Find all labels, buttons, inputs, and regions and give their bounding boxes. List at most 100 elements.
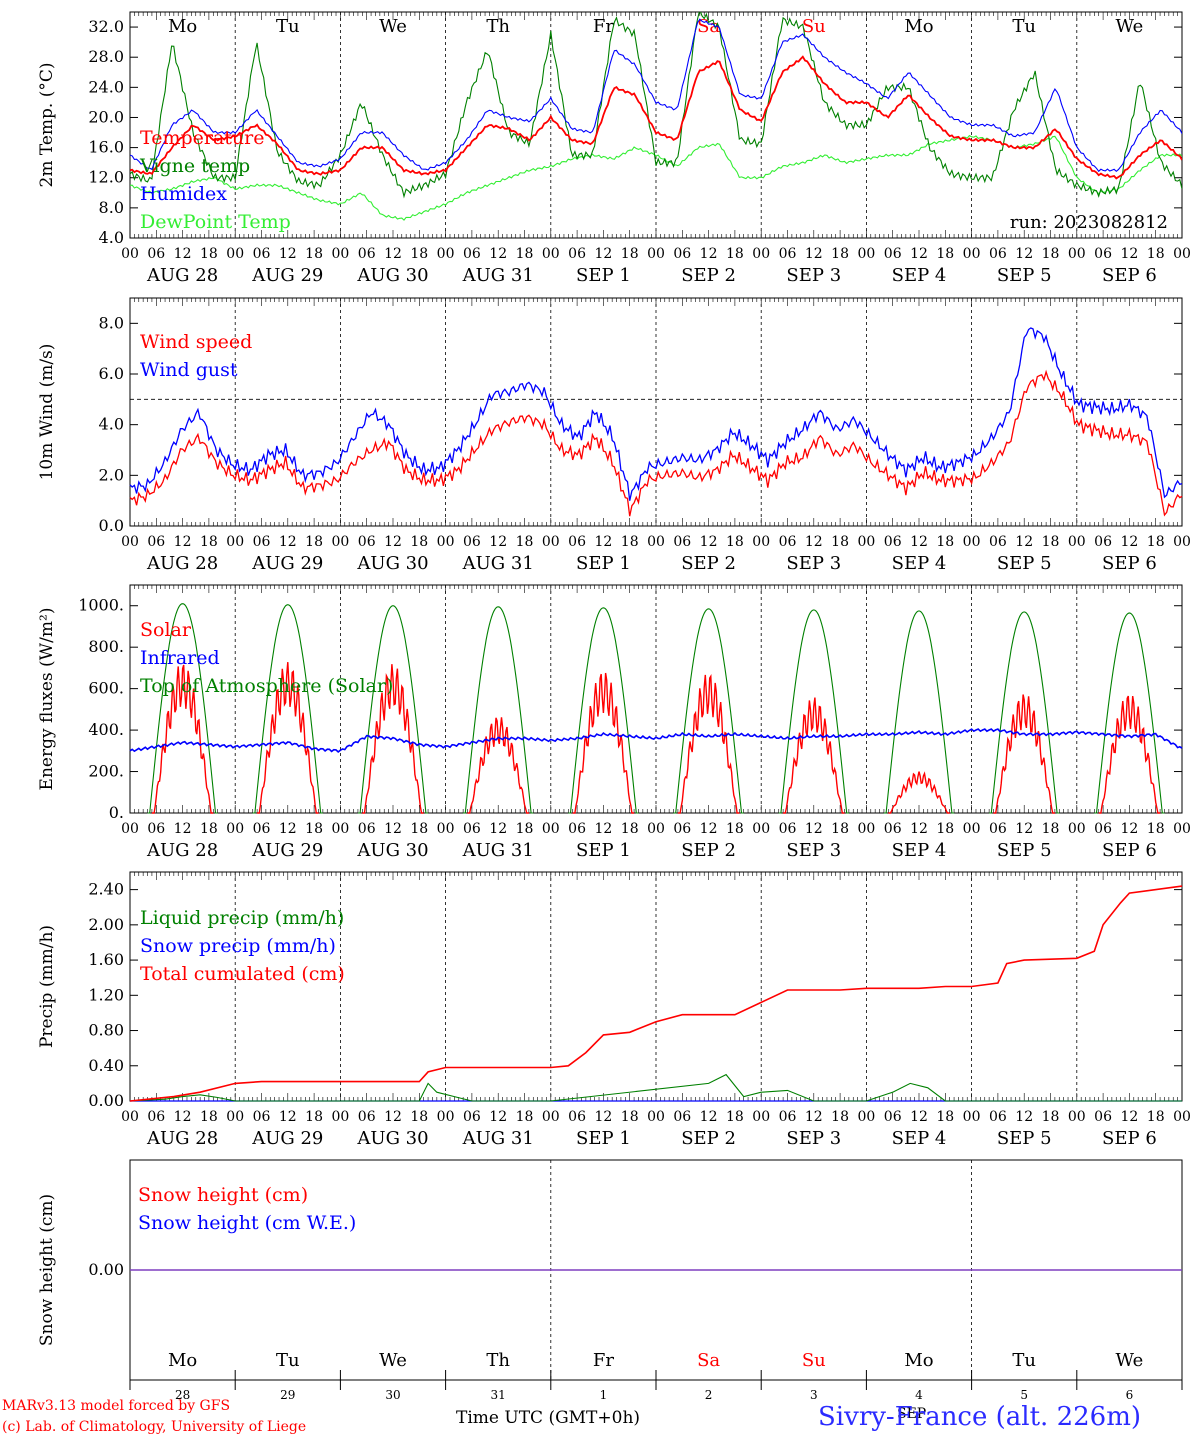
weekday-label: Su — [802, 1350, 826, 1371]
hour-tick-label: 00 — [121, 246, 139, 262]
weekday-label: Tu — [276, 16, 300, 37]
y-tick-label: 800. — [88, 637, 124, 656]
hour-tick-label: 18 — [621, 1109, 639, 1125]
hour-tick-label: 18 — [831, 821, 849, 837]
hour-tick-label: 06 — [147, 1109, 165, 1125]
y-axis-label: Energy fluxes (W/m²) — [37, 608, 57, 791]
hour-tick-label: 06 — [463, 246, 481, 262]
hour-tick-label: 00 — [1173, 821, 1191, 837]
hour-tick-label: 00 — [226, 1109, 244, 1125]
hour-tick-label: 12 — [1015, 821, 1033, 837]
hour-tick-label: 18 — [1147, 246, 1165, 262]
date-label: AUG 28 — [146, 553, 218, 574]
date-label: SEP 5 — [997, 553, 1052, 574]
series-solar-day — [993, 694, 1055, 814]
hour-tick-label: 06 — [568, 1109, 586, 1125]
hour-tick-label: 18 — [200, 1109, 218, 1125]
date-label: SEP 3 — [786, 840, 841, 861]
legend-snow-precip-mm-h: Snow precip (mm/h) — [140, 935, 336, 957]
hour-tick-label: 06 — [358, 246, 376, 262]
hour-tick-label: 00 — [542, 1109, 560, 1125]
series-solar-day — [362, 664, 424, 814]
hour-tick-label: 18 — [936, 821, 954, 837]
legend-vigne-temp: Vigne temp — [139, 155, 250, 177]
hour-tick-label: 00 — [226, 821, 244, 837]
legend-solar: Solar — [140, 619, 192, 641]
date-label: SEP 5 — [997, 840, 1052, 861]
weekday-label: Tu — [1012, 16, 1036, 37]
hour-tick-label: 18 — [1147, 534, 1165, 550]
hour-tick-label: 06 — [358, 534, 376, 550]
hour-tick-label: 06 — [253, 246, 271, 262]
hour-tick-label: 00 — [857, 1109, 875, 1125]
hour-tick-label: 06 — [1094, 1109, 1112, 1125]
hour-tick-label: 00 — [1173, 534, 1191, 550]
hour-tick-label: 12 — [489, 246, 507, 262]
hour-tick-label: 06 — [253, 1109, 271, 1125]
hour-tick-label: 12 — [384, 534, 402, 550]
hour-tick-label: 06 — [989, 246, 1007, 262]
hour-tick-label: 00 — [963, 821, 981, 837]
hour-tick-label: 12 — [594, 246, 612, 262]
date-label: SEP 2 — [681, 840, 736, 861]
legend-snow-height-cm: Snow height (cm) — [138, 1184, 308, 1206]
hour-tick-label: 00 — [752, 246, 770, 262]
hour-tick-label: 12 — [1015, 534, 1033, 550]
y-tick-label: 24.0 — [88, 77, 124, 96]
hour-tick-label: 18 — [516, 821, 534, 837]
hour-tick-label: 06 — [463, 821, 481, 837]
hour-tick-label: 12 — [910, 821, 928, 837]
y-tick-label: 1.20 — [88, 985, 124, 1004]
hour-tick-label: 12 — [805, 246, 823, 262]
date-label: AUG 28 — [146, 265, 218, 286]
hour-tick-label: 00 — [647, 821, 665, 837]
hour-tick-label: 12 — [1120, 1109, 1138, 1125]
date-label: SEP 2 — [681, 265, 736, 286]
hour-tick-label: 12 — [910, 1109, 928, 1125]
series-solar-day — [572, 672, 635, 814]
legend-humidex: Humidex — [140, 183, 227, 205]
y-tick-label: 8.0 — [99, 313, 124, 332]
weekday-label: We — [1116, 16, 1144, 37]
hour-tick-label: 12 — [174, 246, 192, 262]
date-label: SEP 4 — [892, 553, 947, 574]
hour-tick-label: 06 — [673, 1109, 691, 1125]
weekday-label: We — [379, 16, 407, 37]
hour-tick-label: 12 — [594, 821, 612, 837]
hour-tick-label: 18 — [410, 246, 428, 262]
date-label: SEP 6 — [1102, 553, 1157, 574]
weekday-label: Tu — [1012, 1350, 1036, 1371]
weekday-label: Fr — [593, 1350, 614, 1371]
hour-tick-label: 12 — [910, 534, 928, 550]
date-label: SEP 3 — [786, 553, 841, 574]
series-total-cumulated — [129, 885, 1183, 1102]
run-annotation: run: 2023082812 — [1010, 212, 1168, 233]
day-number-label: 4 — [915, 1388, 923, 1402]
hour-tick-label: 00 — [226, 246, 244, 262]
series-toa-day — [147, 603, 218, 814]
hour-tick-label: 12 — [1120, 821, 1138, 837]
date-label: SEP 1 — [576, 553, 631, 574]
hour-tick-label: 12 — [489, 1109, 507, 1125]
hour-tick-label: 00 — [331, 821, 349, 837]
weekday-label: Mo — [904, 1350, 933, 1371]
hour-tick-label: 12 — [910, 246, 928, 262]
date-label: SEP 6 — [1102, 1128, 1157, 1149]
hour-tick-label: 00 — [1173, 1109, 1191, 1125]
hour-tick-label: 18 — [1042, 246, 1060, 262]
series-humidex — [130, 18, 1182, 173]
hour-tick-label: 12 — [384, 1109, 402, 1125]
hour-tick-label: 12 — [279, 1109, 297, 1125]
date-label: AUG 30 — [356, 553, 428, 574]
weekday-label: Th — [486, 1350, 510, 1371]
day-number-label: 1 — [600, 1388, 608, 1402]
day-number-label: 30 — [385, 1388, 400, 1402]
series-group — [130, 12, 1182, 221]
weekday-label: Sa — [697, 1350, 720, 1371]
y-axis-label: 10m Wind (m/s) — [37, 344, 57, 481]
hour-tick-label: 12 — [1015, 246, 1033, 262]
date-label: SEP 4 — [892, 265, 947, 286]
hour-tick-label: 18 — [1147, 821, 1165, 837]
hour-tick-label: 18 — [1147, 1109, 1165, 1125]
